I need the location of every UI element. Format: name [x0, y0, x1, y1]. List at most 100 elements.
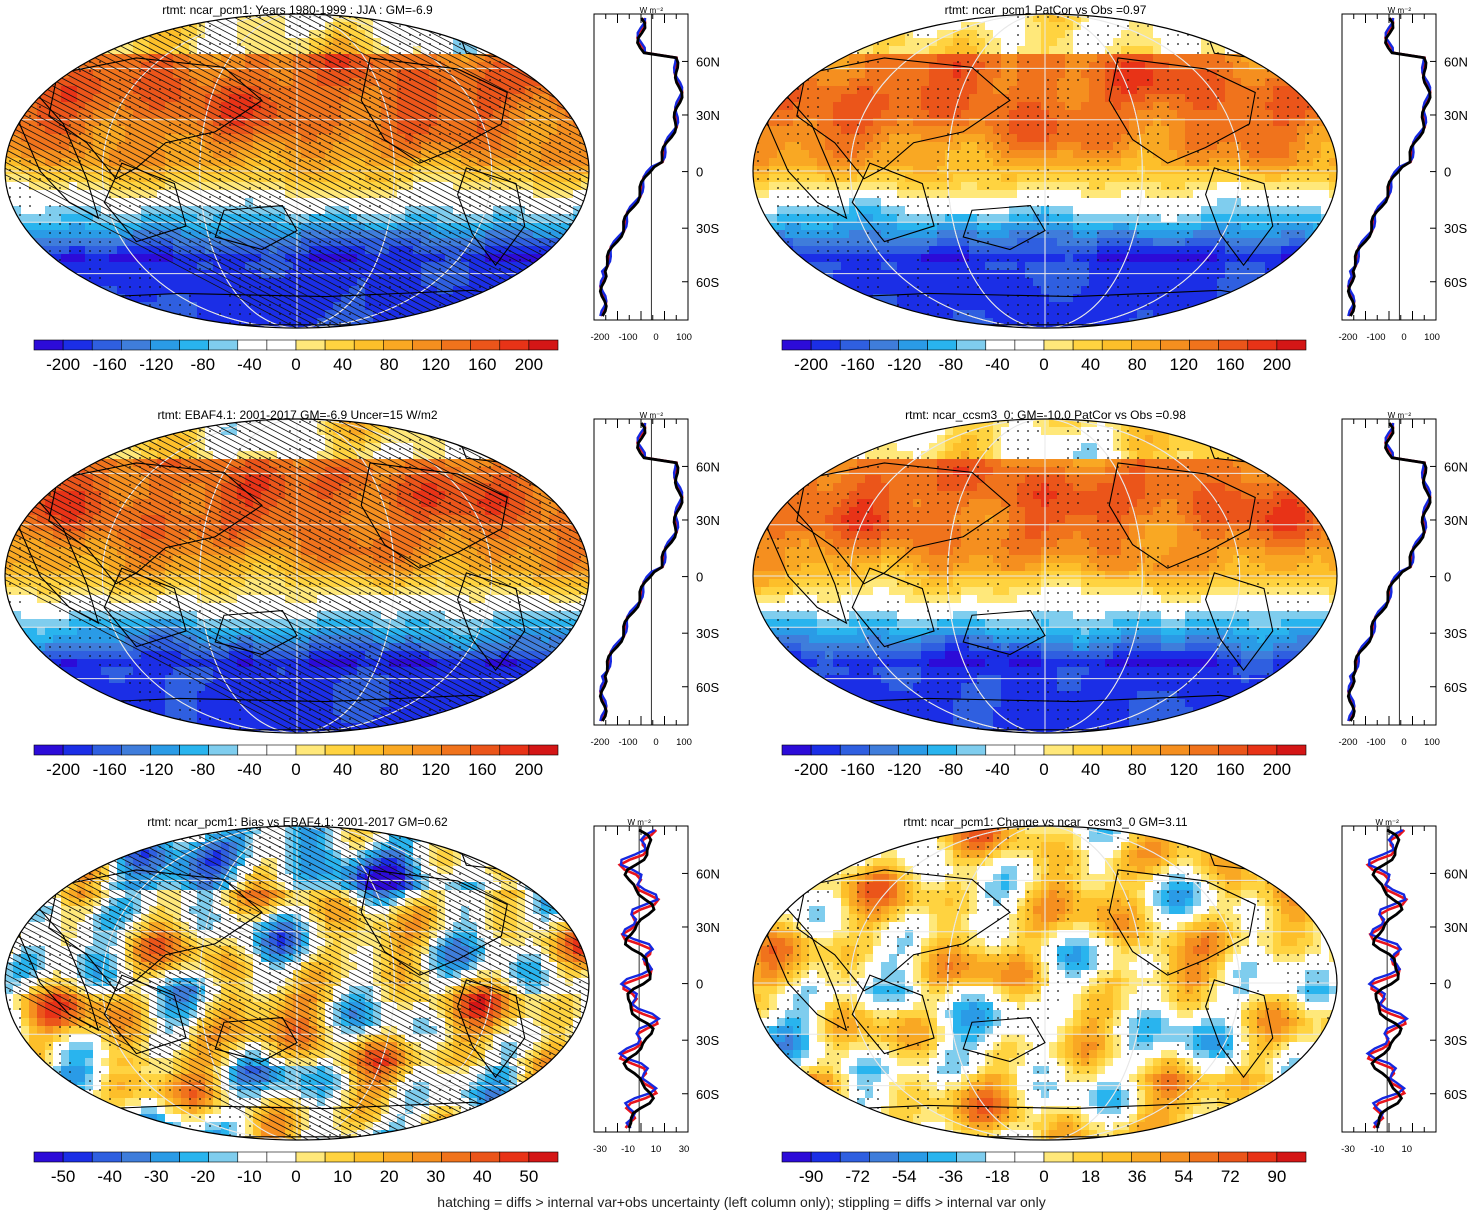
world-map: [5, 419, 589, 733]
colorbar-tick-label: -160: [841, 355, 875, 374]
colorbar-tick-label: -40: [985, 760, 1010, 779]
latitude-label: 0: [696, 570, 703, 585]
latitude-label: 60N: [1444, 866, 1468, 881]
latitude-label: 30N: [696, 920, 720, 935]
graticule: [5, 826, 589, 1140]
colorbar-tick-label: 200: [515, 355, 543, 374]
profile-units: W m⁻²: [1388, 411, 1412, 420]
mean-curve: [598, 422, 684, 722]
colorbar-tick-label: 50: [519, 1167, 538, 1186]
panel-figure: -200 -160 -120 -80 -40 0 40 80 120 160 200 W m⁻² 60N…: [752, 6, 1468, 374]
colorbar-tick-label: -72: [845, 1167, 870, 1186]
obs-curve: [599, 17, 684, 317]
panel-title: rtmt: ncar_pcm1 PatCor vs Obs =0.97: [748, 3, 1343, 17]
colorbar-tick-label: -40: [237, 355, 262, 374]
profile-tick-label: -200: [590, 332, 609, 343]
latitude-label: 60S: [1444, 680, 1467, 695]
colorbar-tick-label: 80: [1128, 355, 1147, 374]
latitude-label: 30N: [1444, 920, 1468, 935]
profile-tick-label: -10: [621, 1144, 635, 1155]
colorbar-tick-label: 120: [422, 760, 450, 779]
profile-tick-label: -200: [1338, 737, 1357, 748]
colorbar-tick-label: 0: [291, 355, 300, 374]
profile-tick-label: 100: [1424, 737, 1440, 748]
colorbar: -200 -160 -120 -80 -40 0 40 80 120 160 200: [33, 339, 559, 374]
latitude-label: 60S: [696, 680, 719, 695]
profile-tick-label: 10: [651, 1144, 662, 1155]
profile-units: W m⁻²: [1375, 818, 1399, 827]
latitude-label: 60N: [1444, 54, 1468, 69]
latitude-label: 60S: [1444, 1087, 1467, 1102]
profile-tick-label: 0: [653, 332, 658, 343]
colorbar-tick-label: -54: [892, 1167, 917, 1186]
colorbar-tick-label: 200: [1263, 355, 1291, 374]
mean-curve: [1370, 828, 1404, 1129]
latitude-label: 60N: [696, 459, 720, 474]
colorbar-tick-label: 160: [1216, 760, 1244, 779]
panel-figure: -200 -160 -120 -80 -40 0 40 80 120 160 200 W m⁻² 60N…: [752, 411, 1468, 779]
colorbar-tick-label: 200: [515, 760, 543, 779]
colorbar: -50 -40 -30 -20 -10 0 10 20 30 40 50: [33, 1151, 559, 1186]
colorbar: -90 -72 -54 -36 -18 0 18 36 54 72 90: [781, 1151, 1307, 1186]
colorbar-tick-label: -200: [794, 760, 828, 779]
panel-alt-model-climatology: rtmt: ncar_ccsm3_0: GM=-10.0 PatCor vs O…: [748, 405, 1483, 800]
profile-tick-label: 0: [1401, 332, 1406, 343]
latitude-label: 60S: [696, 275, 719, 290]
colorbar-tick-label: 30: [426, 1167, 445, 1186]
profile-tick-label: -30: [593, 1144, 607, 1155]
profile-units: W m⁻²: [627, 818, 651, 827]
panel-title: rtmt: ncar_pcm1: Bias vs EBAF4.1: 2001-2…: [0, 815, 595, 829]
latitude-label: 60S: [696, 1087, 719, 1102]
latitude-label: 0: [1444, 977, 1451, 992]
colorbar-tick-label: -80: [939, 760, 964, 779]
colorbar-tick-label: 40: [333, 355, 352, 374]
obs-curve: [617, 828, 662, 1129]
colorbar-tick-label: -80: [191, 760, 216, 779]
colorbar-tick-label: -200: [794, 355, 828, 374]
latitude-label: 30S: [696, 1033, 719, 1048]
map-border: [4, 418, 590, 734]
graticule: [753, 419, 1337, 733]
zonal-mean-profile: W m⁻² 60N 30N 0 30S 60S -30 -10 10: [1341, 818, 1468, 1155]
colorbar-tick-label: -30: [144, 1167, 169, 1186]
map-border: [4, 825, 590, 1141]
colorbar-tick-label: -40: [97, 1167, 122, 1186]
colorbar-tick-label: 0: [1039, 760, 1048, 779]
colorbar-tick-label: 36: [1128, 1167, 1147, 1186]
colorbar-tick-label: 160: [468, 355, 496, 374]
colorbar-tick-label: -80: [939, 355, 964, 374]
colorbar-tick-label: -50: [51, 1167, 76, 1186]
map-border: [752, 13, 1338, 329]
profile-tick-label: 0: [1401, 737, 1406, 748]
colorbar-tick-label: -80: [191, 355, 216, 374]
latitude-label: 30S: [1444, 626, 1467, 641]
colorbar-tick-label: 18: [1081, 1167, 1100, 1186]
zonal-mean-profile: W m⁻² 60N 30N 0 30S 60S -200 -100 0 100: [590, 411, 719, 748]
latitude-label: 30S: [696, 221, 719, 236]
zonal-mean-profile: W m⁻² 60N 30N 0 30S 60S -200 -100 0 100: [1338, 411, 1467, 748]
colorbar-tick-label: -200: [46, 760, 80, 779]
model-curve: [1346, 17, 1432, 317]
zonal-mean-profile: W m⁻² 60N 30N 0 30S 60S -30 -10 10 30: [593, 818, 720, 1155]
world-map: [753, 14, 1337, 328]
profile-units: W m⁻²: [640, 6, 664, 15]
colorbar-tick-label: 0: [291, 760, 300, 779]
colorbar-tick-label: 120: [1170, 355, 1198, 374]
colorbar-tick-label: 0: [1039, 1167, 1048, 1186]
latitude-label: 0: [1444, 165, 1451, 180]
colorbar-tick-label: -120: [139, 760, 173, 779]
world-map: [5, 14, 589, 328]
model-curve: [598, 422, 684, 722]
colorbar-tick-label: -160: [93, 760, 127, 779]
panel-figure: -200 -160 -120 -80 -40 0 40 80 120 160 200 W m⁻² 60N…: [4, 411, 720, 779]
map-border: [4, 13, 590, 329]
profile-tick-label: -100: [618, 737, 637, 748]
colorbar-tick-label: -90: [799, 1167, 824, 1186]
latitude-label: 30S: [1444, 221, 1467, 236]
profile-units: W m⁻²: [640, 411, 664, 420]
colorbar-tick-label: 80: [380, 760, 399, 779]
colorbar-tick-label: -160: [93, 355, 127, 374]
map-border: [752, 825, 1338, 1141]
colorbar-tick-label: 40: [1081, 760, 1100, 779]
profile-tick-label: 100: [676, 737, 692, 748]
